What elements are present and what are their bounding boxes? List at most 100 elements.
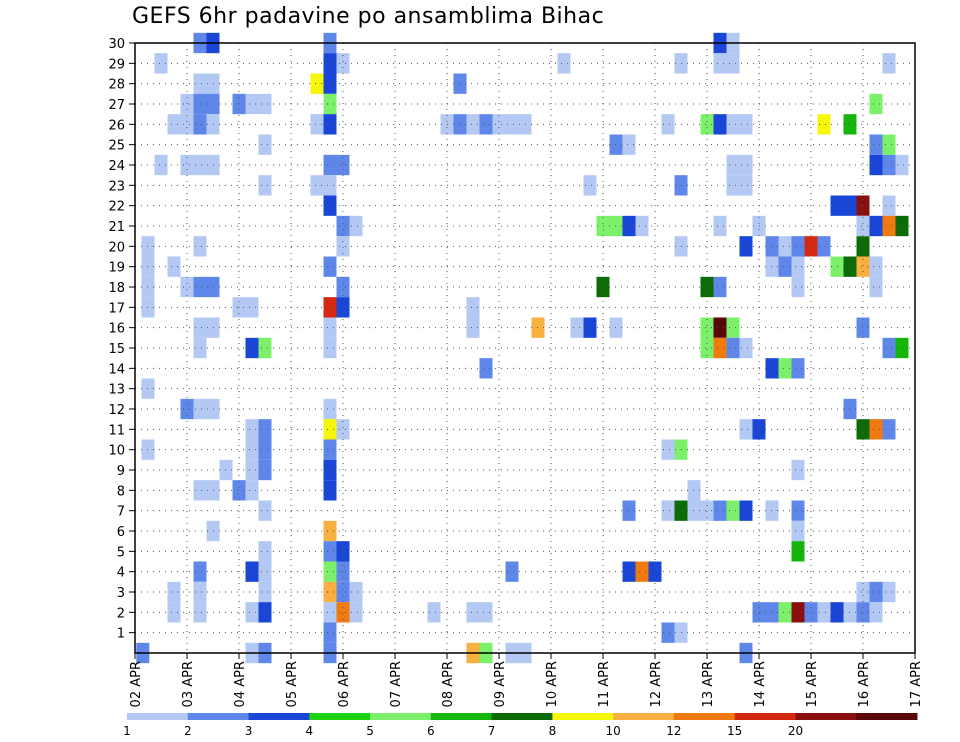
colorbar-segment xyxy=(613,713,675,720)
heatmap-cell xyxy=(336,602,350,623)
y-tick-label: 11 xyxy=(108,423,125,438)
heatmap-cell xyxy=(700,500,714,521)
y-tick-label: 13 xyxy=(108,383,125,398)
heatmap-cell xyxy=(804,602,818,623)
x-tick-label: 13 APR xyxy=(701,661,716,707)
heatmap-cell xyxy=(791,276,805,298)
heatmap-cell xyxy=(258,419,272,440)
y-tick-label: 23 xyxy=(108,179,125,194)
y-tick-label: 2 xyxy=(117,606,125,621)
heatmap-cell xyxy=(869,215,883,237)
heatmap-cell xyxy=(245,93,259,115)
heatmap-cell xyxy=(180,276,194,298)
heatmap-cell xyxy=(791,358,805,379)
heatmap-cell xyxy=(713,500,727,521)
y-tick-label: 28 xyxy=(108,78,125,93)
heatmap-cell xyxy=(193,398,207,420)
heatmap-cell xyxy=(258,93,272,115)
heatmap-cell xyxy=(791,541,805,562)
heatmap-cell xyxy=(193,581,207,603)
heatmap-cell xyxy=(349,215,363,237)
heatmap-cell xyxy=(778,358,792,379)
heatmap-cell xyxy=(739,500,753,521)
y-tick-label: 18 xyxy=(108,281,125,296)
heatmap-cell xyxy=(622,561,636,582)
y-tick-label: 1 xyxy=(117,627,125,642)
heatmap-cell xyxy=(245,459,259,481)
heatmap-cell xyxy=(882,419,896,440)
heatmap-cell xyxy=(245,297,259,318)
heatmap-cell xyxy=(726,500,740,521)
heatmap-cell xyxy=(882,215,896,237)
heatmap-cell xyxy=(232,480,246,501)
heatmap-cell xyxy=(336,541,350,562)
heatmap-cell xyxy=(778,256,792,277)
y-tick-label: 30 xyxy=(108,37,125,52)
heatmap-cell xyxy=(726,154,740,176)
heatmap-cell xyxy=(323,439,337,460)
heatmap-cell xyxy=(817,236,831,257)
heatmap-cell xyxy=(778,236,792,257)
heatmap-cell xyxy=(856,215,870,237)
heatmap-cell xyxy=(245,419,259,440)
heatmap-cell xyxy=(310,73,324,94)
heatmap-cell xyxy=(310,175,324,196)
heatmap-cell xyxy=(193,73,207,94)
heatmap-cell xyxy=(570,317,584,338)
x-tick-label: 12 APR xyxy=(649,661,664,707)
heatmap-cell xyxy=(193,337,207,359)
colorbar-segment xyxy=(187,713,250,720)
colorbar-segment xyxy=(552,713,614,720)
heatmap-cell xyxy=(622,134,636,155)
x-tick-label: 10 APR xyxy=(545,661,560,707)
heatmap-cell xyxy=(323,154,337,176)
heatmap-cell xyxy=(791,236,805,257)
colorbar-segment xyxy=(491,713,553,720)
heatmap-cell xyxy=(154,154,168,176)
heatmap-cell xyxy=(492,114,506,135)
heatmap-cell xyxy=(336,154,350,176)
heatmap-cell xyxy=(739,114,753,135)
heatmap-cell xyxy=(791,602,805,623)
y-tick-label: 25 xyxy=(108,139,125,154)
heatmap-cell xyxy=(258,561,272,582)
heatmap-cell xyxy=(713,114,727,135)
y-tick-label: 26 xyxy=(108,118,125,133)
heatmap-cell xyxy=(713,317,727,338)
heatmap-cell xyxy=(154,53,168,74)
heatmap-cell xyxy=(635,561,649,582)
heatmap-cell xyxy=(661,500,675,521)
colorbar-segment xyxy=(734,713,796,720)
heatmap-cell xyxy=(323,73,337,94)
heatmap-cell xyxy=(739,419,753,440)
heatmap-cell xyxy=(856,419,870,440)
heatmap-cell xyxy=(336,419,350,440)
colorbar-label: 20 xyxy=(788,724,803,738)
heatmap-cell xyxy=(895,337,909,359)
heatmap-cell xyxy=(479,358,493,379)
heatmap-cell xyxy=(245,480,259,501)
heatmap-cell xyxy=(726,175,740,196)
heatmap-cell xyxy=(882,195,896,216)
heatmap-cell xyxy=(700,317,714,338)
colorbar-label: 12 xyxy=(666,724,681,738)
heatmap-cell xyxy=(323,459,337,481)
heatmap-cell xyxy=(739,175,753,196)
x-tick-label: 17 APR xyxy=(909,661,924,707)
heatmap-cell xyxy=(258,500,272,521)
heatmap-cell xyxy=(167,256,181,277)
heatmap-cell xyxy=(869,93,883,115)
heatmap-cell xyxy=(180,114,194,135)
heatmap-cell xyxy=(869,419,883,440)
heatmap-cell xyxy=(193,317,207,338)
heatmap-cell xyxy=(856,256,870,277)
heatmap-cell xyxy=(167,114,181,135)
heatmap-cell xyxy=(778,602,792,623)
heatmap-cell xyxy=(635,215,649,237)
y-tick-label: 12 xyxy=(108,403,125,418)
y-tick-label: 22 xyxy=(108,200,125,215)
y-tick-label: 20 xyxy=(108,240,125,255)
heatmap-cell xyxy=(882,53,896,74)
heatmap-cell xyxy=(323,195,337,216)
